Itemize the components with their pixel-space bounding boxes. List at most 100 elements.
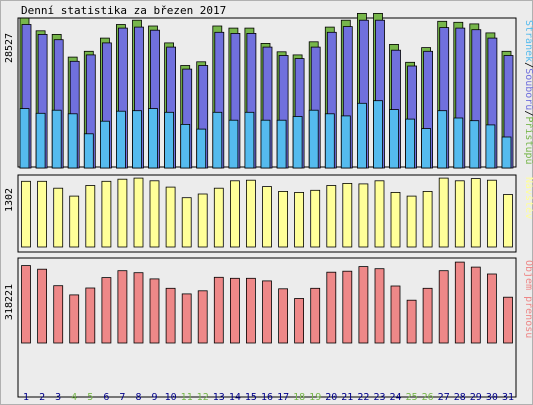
- bar-bottom: [358, 266, 369, 344]
- bar-bottom: [278, 288, 289, 344]
- bar-bottom: [229, 277, 240, 344]
- x-tick-label: 21: [341, 392, 353, 403]
- x-tick-label: 5: [87, 392, 93, 403]
- bar-bottom: [454, 261, 465, 344]
- bar-bottom: [197, 290, 208, 344]
- bar-stránek: [421, 128, 432, 169]
- bar-bottom: [438, 270, 449, 344]
- bar-stránek: [35, 112, 46, 169]
- bar-stránek: [340, 115, 351, 169]
- bar-middle: [406, 195, 417, 248]
- bar-middle: [117, 178, 128, 248]
- bar-middle: [294, 191, 305, 248]
- bar-middle: [438, 177, 449, 248]
- x-tick-label: 23: [373, 392, 385, 403]
- x-tick-label: 20: [325, 392, 337, 403]
- bar-middle: [262, 186, 272, 248]
- x-tick-label: 18: [293, 392, 305, 403]
- x-tick-label: 1: [23, 392, 29, 403]
- bar-bottom: [21, 265, 31, 344]
- bar-stránek: [148, 108, 158, 169]
- bar-middle: [342, 182, 353, 248]
- bar-middle: [503, 194, 513, 248]
- bar-stránek: [308, 109, 319, 169]
- legend: Stránek/Souborů/Přístupů: [523, 20, 533, 165]
- y-max-label: 1302: [4, 188, 15, 212]
- bar-bottom: [69, 294, 80, 344]
- bar-bottom: [342, 270, 353, 344]
- bar-stránek: [453, 117, 464, 169]
- x-tick-label: 9: [151, 392, 157, 403]
- chart-title: Denní statistika za březen 2017: [21, 4, 226, 17]
- x-tick-label: 16: [261, 392, 273, 403]
- bar-bottom: [149, 278, 160, 344]
- x-tick-label: 28: [454, 392, 466, 403]
- bar-middle: [213, 187, 224, 248]
- bar-middle: [422, 190, 433, 248]
- bar-stránek: [260, 119, 271, 169]
- bar-bottom: [294, 298, 305, 344]
- x-tick-label: 6: [103, 392, 109, 403]
- legend-entry: Návštěv: [523, 177, 533, 219]
- bar-stránek: [276, 119, 287, 169]
- bar-stránek: [51, 109, 62, 169]
- bar-middle: [181, 197, 192, 248]
- x-tick-label: 13: [213, 392, 225, 403]
- x-tick-label: 29: [470, 392, 482, 403]
- x-tick-label: 12: [197, 392, 209, 403]
- legend: Návštěv: [523, 177, 533, 219]
- bar-middle: [165, 186, 176, 248]
- bar-bottom: [245, 277, 256, 344]
- panel-bottom: 318221 Objem přenosu: [4, 257, 533, 398]
- bar-stránek: [164, 111, 175, 169]
- bar-stránek: [19, 108, 30, 169]
- bar-bottom: [53, 285, 64, 344]
- bar-stránek: [389, 109, 399, 169]
- legend-entry: Souborů: [523, 68, 533, 110]
- x-tick-label: 17: [277, 392, 289, 403]
- x-tick-label: 19: [309, 392, 321, 403]
- x-tick-label: 4: [71, 392, 77, 403]
- bar-middle: [470, 178, 481, 248]
- bar-bottom: [486, 273, 497, 344]
- bar-bottom: [133, 272, 144, 344]
- bar-stránek: [469, 120, 480, 169]
- bar-bottom: [213, 276, 224, 344]
- bar-stránek: [292, 116, 303, 169]
- legend-entry: Objem přenosu: [523, 260, 533, 338]
- bar-middle: [358, 183, 369, 248]
- x-tick-label: 27: [438, 392, 450, 403]
- bar-stránek: [212, 111, 223, 169]
- x-tick-label: 24: [389, 392, 401, 403]
- bar-middle: [69, 195, 80, 248]
- x-tick-label: 26: [422, 392, 434, 403]
- bar-bottom: [503, 296, 513, 344]
- bar-bottom: [406, 299, 417, 344]
- bar-middle: [486, 179, 497, 248]
- x-tick-label: 14: [229, 392, 241, 403]
- bar-bottom: [181, 293, 192, 344]
- x-tick-label: 8: [135, 392, 141, 403]
- bar-stránek: [180, 124, 191, 169]
- bar-stránek: [100, 120, 110, 169]
- bar-middle: [229, 180, 240, 248]
- legend-entry: Stránek: [523, 20, 533, 62]
- bar-bottom: [117, 270, 128, 344]
- bar-bottom: [470, 266, 481, 344]
- bar-middle: [197, 193, 208, 248]
- bar-middle: [278, 190, 289, 248]
- bar-middle: [37, 180, 47, 248]
- bar-middle: [374, 180, 385, 248]
- bar-stránek: [405, 118, 416, 169]
- bar-bottom: [165, 287, 176, 344]
- x-tick-label: 25: [406, 392, 418, 403]
- bar-stránek: [501, 136, 512, 169]
- bar-middle: [390, 191, 401, 248]
- x-tick-label: 11: [181, 392, 193, 403]
- bar-bottom: [262, 280, 272, 344]
- bar-bottom: [374, 268, 385, 344]
- bar-stránek: [196, 128, 207, 169]
- x-tick-label: 10: [165, 392, 177, 403]
- y-max-label: 318221: [4, 284, 15, 320]
